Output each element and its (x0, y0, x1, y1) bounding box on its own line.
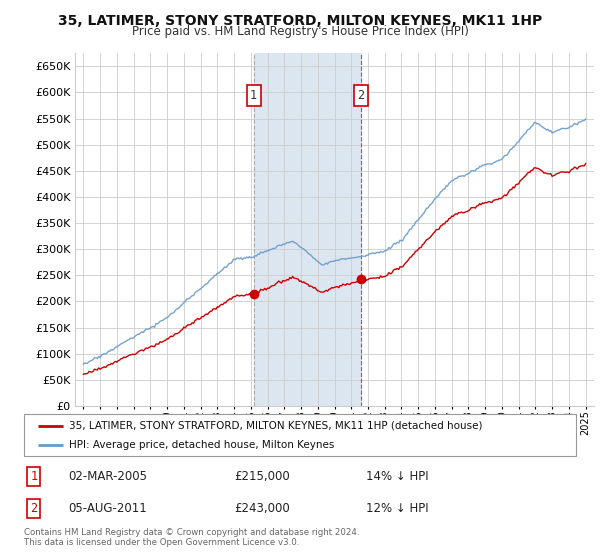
Text: Price paid vs. HM Land Registry's House Price Index (HPI): Price paid vs. HM Land Registry's House … (131, 25, 469, 38)
Text: £215,000: £215,000 (234, 470, 290, 483)
Text: 2: 2 (358, 89, 365, 102)
Text: £243,000: £243,000 (234, 502, 290, 515)
Text: 12% ↓ HPI: 12% ↓ HPI (366, 502, 429, 515)
Text: 1: 1 (31, 470, 37, 483)
Text: 1: 1 (250, 89, 257, 102)
Text: 35, LATIMER, STONY STRATFORD, MILTON KEYNES, MK11 1HP: 35, LATIMER, STONY STRATFORD, MILTON KEY… (58, 14, 542, 28)
FancyBboxPatch shape (24, 414, 576, 456)
Text: 14% ↓ HPI: 14% ↓ HPI (366, 470, 429, 483)
Text: 02-MAR-2005: 02-MAR-2005 (68, 470, 147, 483)
Text: 35, LATIMER, STONY STRATFORD, MILTON KEYNES, MK11 1HP (detached house): 35, LATIMER, STONY STRATFORD, MILTON KEY… (69, 421, 483, 431)
Text: 2: 2 (31, 502, 37, 515)
Text: 05-AUG-2011: 05-AUG-2011 (68, 502, 147, 515)
Text: Contains HM Land Registry data © Crown copyright and database right 2024.
This d: Contains HM Land Registry data © Crown c… (24, 528, 359, 547)
Text: HPI: Average price, detached house, Milton Keynes: HPI: Average price, detached house, Milt… (69, 440, 335, 450)
Bar (254, 53, 361, 406)
